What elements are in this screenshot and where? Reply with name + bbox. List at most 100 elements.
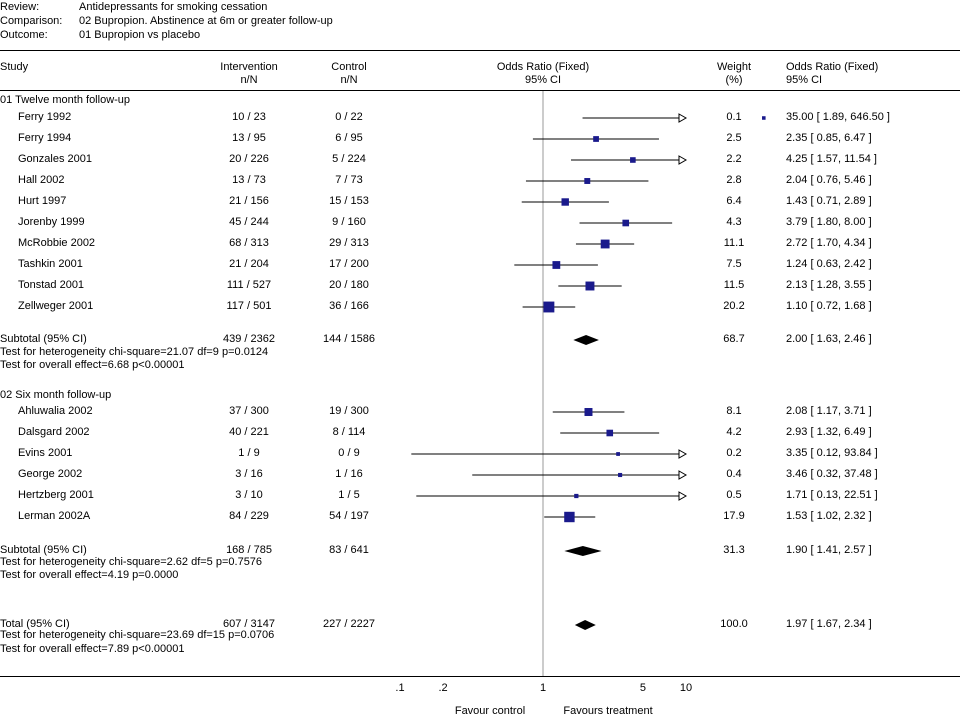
col-or-plot: Odds Ratio (Fixed) — [496, 61, 590, 73]
subtotal-label: Subtotal (95% CI) — [0, 544, 87, 556]
study-intervention: 13 / 95 — [232, 132, 266, 144]
study-ci-text: 2.04 [ 0.76, 5.46 ] — [786, 174, 872, 186]
total-intervention: 607 / 3147 — [223, 618, 275, 630]
study-weight: 6.4 — [726, 195, 742, 207]
study-intervention: 13 / 73 — [232, 174, 266, 186]
study-control: 8 / 114 — [332, 426, 366, 438]
study-marker — [584, 178, 591, 184]
x-tick-label: .1 — [395, 682, 405, 694]
study-control: 6 / 95 — [335, 132, 363, 144]
study-weight: 2.5 — [726, 132, 742, 144]
study-weight: 2.8 — [726, 174, 742, 186]
study-ci-text: 2.08 [ 1.17, 3.71 ] — [786, 405, 872, 417]
study-name: Zellweger 2001 — [18, 300, 94, 312]
study-ci-text: 35.00 [ 1.89, 646.50 ] — [786, 111, 890, 123]
study-marker — [593, 136, 599, 142]
study-name: Ahluwalia 2002 — [18, 405, 93, 417]
ci-arrow-right — [678, 470, 688, 480]
study-intervention: 37 / 300 — [229, 405, 269, 417]
study-marker — [584, 408, 593, 416]
subtotal-weight: 68.7 — [723, 333, 745, 345]
header-divider — [0, 50, 960, 51]
x-tick-label: 10 — [679, 682, 693, 694]
total-label: Total (95% CI) — [0, 618, 70, 630]
overall-effect-test: Test for overall effect=4.19 p=0.0000 — [0, 569, 179, 581]
study-intervention: 45 / 244 — [229, 216, 269, 228]
comparison-value: 02 Bupropion. Abstinence at 6m or greate… — [79, 15, 333, 27]
study-name: Tonstad 2001 — [18, 279, 85, 291]
study-marker — [622, 219, 630, 227]
study-name: Gonzales 2001 — [18, 153, 92, 165]
study-name: Evins 2001 — [18, 447, 73, 459]
study-weight: 17.9 — [723, 510, 745, 522]
subtotal-control: 83 / 641 — [329, 544, 369, 556]
study-intervention: 21 / 156 — [229, 195, 269, 207]
study-name: Lerman 2002A — [18, 510, 91, 522]
col-intervention-sub: n/N — [240, 74, 258, 86]
total-heterogeneity-test: Test for heterogeneity chi-square=23.69 … — [0, 629, 275, 641]
study-control: 15 / 153 — [329, 195, 369, 207]
study-control: 1 / 16 — [335, 468, 363, 480]
col-study: Study — [0, 61, 29, 73]
comparison-label: Comparison: — [0, 15, 63, 27]
study-intervention: 40 / 221 — [229, 426, 269, 438]
col-intervention: Intervention — [220, 61, 278, 73]
x-tick-label: 1 — [539, 682, 547, 694]
group-title: 02 Six month follow-up — [0, 389, 112, 401]
subtotal-ci-text: 2.00 [ 1.63, 2.46 ] — [786, 333, 872, 345]
study-weight: 0.4 — [726, 468, 742, 480]
study-intervention: 3 / 10 — [235, 489, 263, 501]
study-name: Jorenby 1999 — [18, 216, 85, 228]
subtotal-diamond — [564, 546, 602, 556]
study-weight: 2.2 — [726, 153, 742, 165]
study-marker — [618, 472, 623, 478]
study-ci-text: 1.53 [ 1.02, 2.32 ] — [786, 510, 872, 522]
study-ci-text: 2.13 [ 1.28, 3.55 ] — [786, 279, 872, 291]
total-control: 227 / 2227 — [323, 618, 375, 630]
overall-effect-test: Test for overall effect=6.68 p<0.00001 — [0, 359, 185, 371]
study-marker — [762, 116, 766, 120]
review-label: Review: — [0, 1, 40, 13]
study-control: 7 / 73 — [335, 174, 363, 186]
study-ci-text: 2.35 [ 0.85, 6.47 ] — [786, 132, 872, 144]
study-intervention: 68 / 313 — [229, 237, 269, 249]
study-weight: 8.1 — [726, 405, 742, 417]
study-intervention: 3 / 16 — [235, 468, 263, 480]
study-weight: 0.2 — [726, 447, 742, 459]
study-marker — [543, 301, 555, 313]
study-weight: 7.5 — [726, 258, 742, 270]
ci-arrow-right — [678, 449, 688, 459]
x-tick-label: .2 — [438, 682, 448, 694]
study-name: Hertzberg 2001 — [18, 489, 94, 501]
study-marker — [564, 511, 575, 523]
study-ci-text: 3.46 [ 0.32, 37.48 ] — [786, 468, 878, 480]
study-control: 19 / 300 — [329, 405, 369, 417]
study-control: 0 / 9 — [338, 447, 360, 459]
study-marker — [630, 157, 636, 163]
study-marker — [552, 261, 561, 269]
study-weight: 11.5 — [723, 279, 745, 291]
study-control: 29 / 313 — [329, 237, 369, 249]
study-name: McRobbie 2002 — [18, 237, 96, 249]
study-intervention: 21 / 204 — [229, 258, 269, 270]
study-control: 1 / 5 — [338, 489, 360, 501]
study-weight: 20.2 — [723, 300, 745, 312]
study-intervention: 117 / 501 — [226, 300, 272, 312]
study-name: Ferry 1994 — [18, 132, 72, 144]
subtotal-diamond — [573, 335, 599, 345]
study-intervention: 20 / 226 — [229, 153, 269, 165]
outcome-label: Outcome: — [0, 29, 48, 41]
ci-arrow-right — [678, 155, 688, 165]
subtotal-intervention: 439 / 2362 — [223, 333, 275, 345]
study-control: 0 / 22 — [335, 111, 363, 123]
study-name: George 2002 — [18, 468, 83, 480]
total-weight: 100.0 — [720, 618, 748, 630]
total-ci-text: 1.97 [ 1.67, 2.34 ] — [786, 618, 872, 630]
study-name: Hall 2002 — [18, 174, 65, 186]
col-or-plot-sub: 95% CI — [524, 74, 562, 86]
favours-treatment-label: Favours treatment — [563, 705, 653, 717]
subtotal-control: 144 / 1586 — [323, 333, 375, 345]
study-control: 9 / 160 — [332, 216, 366, 228]
footer-divider — [0, 676, 960, 677]
